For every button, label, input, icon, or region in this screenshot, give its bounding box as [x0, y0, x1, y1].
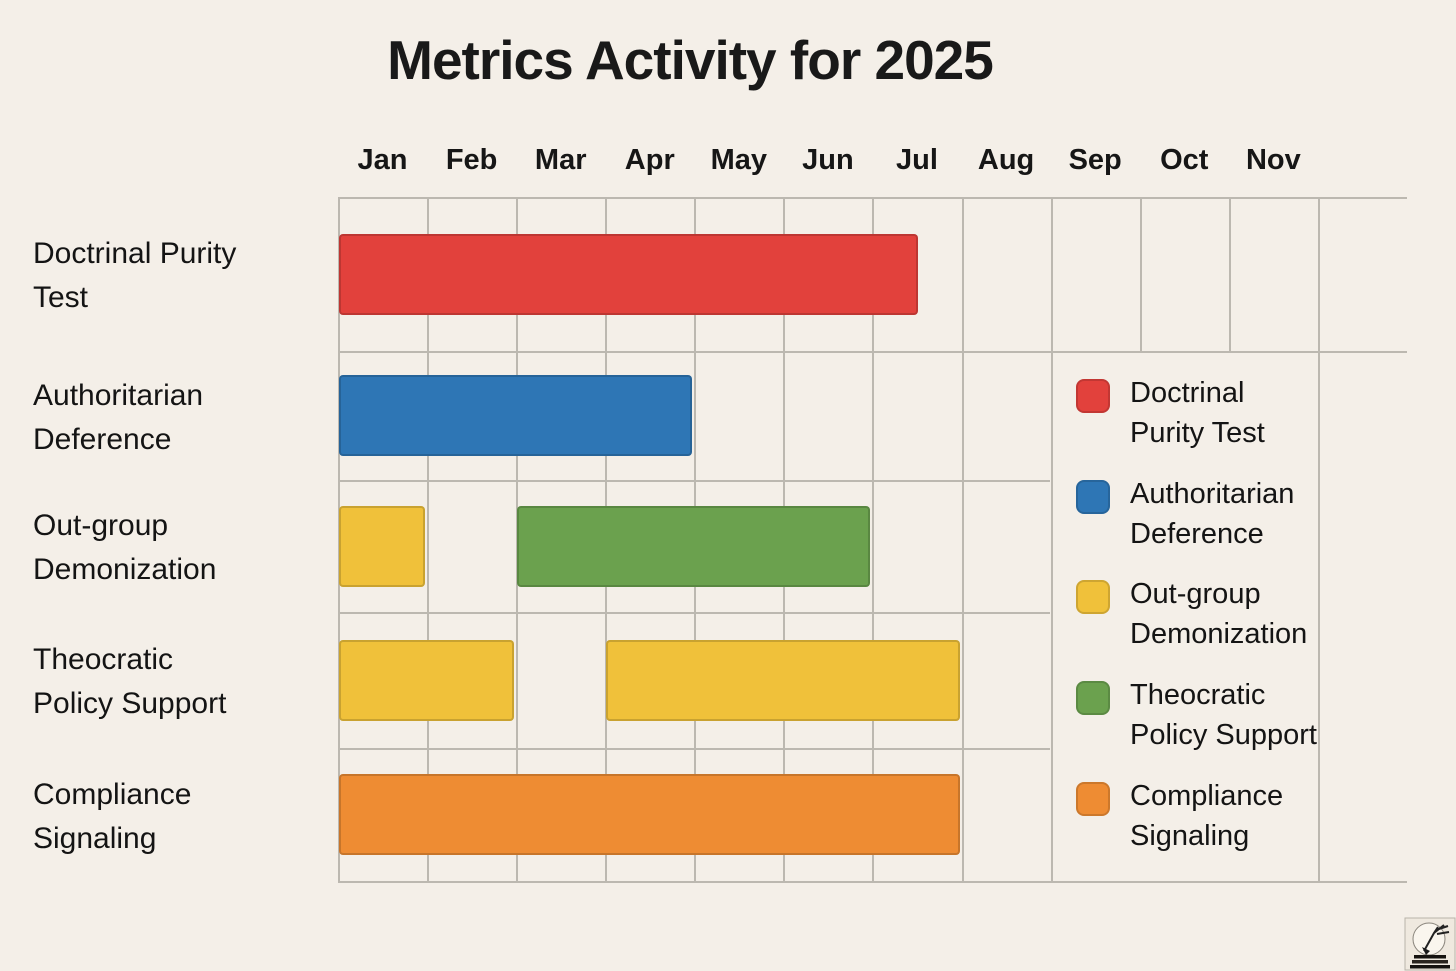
- legend-label-line: Compliance: [1130, 780, 1284, 812]
- legend-item: Out-group Demonization: [1076, 574, 1307, 654]
- row-label-line: Policy Support: [33, 687, 227, 720]
- legend-label: Doctrinal Purity Test: [1130, 373, 1265, 453]
- month-label-feb: Feb: [445, 144, 498, 176]
- chart-title: Metrics Activity for 2025: [387, 29, 994, 91]
- gantt-bar: [339, 505, 426, 587]
- legend-label-line: Policy Support: [1130, 719, 1317, 751]
- legend-label-line: Demonization: [1130, 618, 1308, 650]
- quill-etching-icon: [1404, 917, 1456, 971]
- legend-swatch: [1076, 480, 1110, 514]
- gantt-bar: [606, 639, 960, 721]
- row-label-line: Theocratic: [33, 643, 174, 676]
- row-label-line: Signaling: [33, 821, 157, 855]
- gantt-bar: [339, 375, 693, 456]
- gantt-bar: [339, 639, 515, 721]
- month-label-oct: Oct: [1160, 144, 1209, 176]
- legend-label-line: Purity Test: [1130, 417, 1265, 449]
- month-label-nov: Nov: [1245, 144, 1301, 176]
- gantt-bar: [339, 774, 960, 855]
- month-label-apr: Apr: [624, 144, 675, 176]
- legend-label: Out-group Demonization: [1130, 574, 1307, 654]
- legend-label-line: Theocratic: [1130, 679, 1266, 711]
- legend-swatch: [1076, 580, 1110, 614]
- row-label: Doctrinal Purity Test: [33, 232, 333, 320]
- legend-label-line: Out-group: [1130, 578, 1261, 610]
- grid-hline: [338, 351, 1407, 353]
- grid-hline: [338, 748, 1050, 750]
- grid-vline: [1139, 197, 1142, 351]
- grid-hline: [338, 881, 1407, 883]
- grid-vline: [1317, 197, 1320, 881]
- grid-vline: [961, 197, 964, 881]
- legend-item: Theocratic Policy Support: [1076, 675, 1317, 755]
- grid-vline: [872, 197, 875, 881]
- row-label-line: Test: [33, 281, 89, 314]
- row-label-line: Compliance: [33, 777, 192, 811]
- legend-label: Compliance Signaling: [1130, 776, 1283, 856]
- row-label-line: Authoritarian: [33, 378, 204, 412]
- legend-item: Doctrinal Purity Test: [1076, 373, 1265, 453]
- grid-vline: [1050, 197, 1053, 881]
- gantt-bar: [517, 505, 871, 587]
- grid-vline: [427, 197, 430, 881]
- month-label-jul: Jul: [896, 144, 938, 176]
- row-label: Out-group Demonization: [33, 504, 333, 592]
- legend-label-line: Signaling: [1130, 820, 1250, 852]
- watermark-logo: [1404, 917, 1456, 971]
- legend-swatch: [1076, 681, 1110, 715]
- legend-label-line: Deference: [1130, 518, 1264, 550]
- row-label-line: Deference: [33, 422, 172, 456]
- row-label-line: Demonization: [33, 553, 217, 586]
- month-label-may: May: [710, 144, 768, 176]
- legend-item: Authoritarian Deference: [1076, 474, 1294, 554]
- legend-swatch: [1076, 379, 1110, 413]
- month-label-jun: Jun: [802, 144, 854, 176]
- row-label-line: Doctrinal Purity: [33, 237, 237, 270]
- legend-label: Authoritarian Deference: [1130, 474, 1294, 554]
- month-label-sep: Sep: [1068, 144, 1122, 176]
- month-label-jan: Jan: [357, 144, 408, 176]
- legend-label: Theocratic Policy Support: [1130, 675, 1317, 755]
- grid-hline: [338, 197, 1407, 199]
- row-label: Theocratic Policy Support: [33, 638, 333, 726]
- month-label-mar: Mar: [534, 144, 587, 176]
- legend-swatch: [1076, 782, 1110, 816]
- month-label-aug: Aug: [977, 144, 1035, 176]
- legend-item: Compliance Signaling: [1076, 776, 1283, 856]
- grid-vline: [1228, 197, 1231, 351]
- legend-label-line: Authoritarian: [1130, 478, 1295, 510]
- legend-label-line: Doctrinal: [1130, 377, 1245, 409]
- row-label-line: Out-group: [33, 509, 169, 542]
- gantt-bar: [339, 233, 918, 315]
- row-label: Compliance Signaling: [33, 773, 333, 861]
- grid-hline: [338, 480, 1050, 482]
- row-label: Authoritarian Deference: [33, 374, 333, 462]
- grid-hline: [338, 612, 1050, 614]
